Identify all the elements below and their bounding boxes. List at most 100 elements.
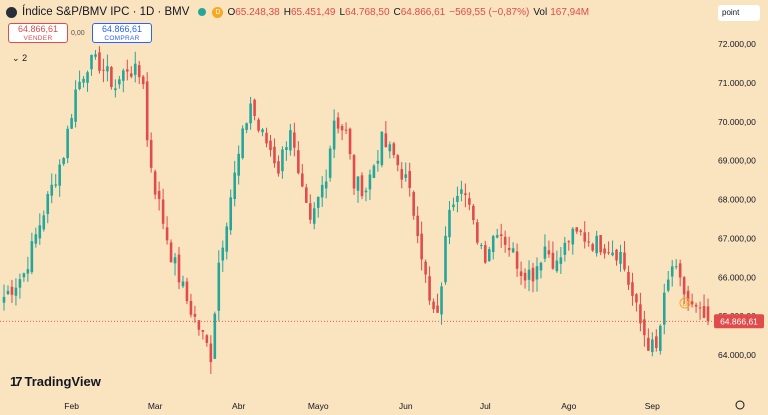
candle-body — [368, 174, 372, 190]
y-tick-label: 70.000,00 — [718, 117, 756, 127]
point-input[interactable]: point — [718, 5, 760, 21]
candle-body — [205, 335, 209, 343]
candle-body — [340, 126, 344, 131]
candle-body — [34, 234, 38, 244]
candle-body — [6, 290, 10, 295]
candle-body — [472, 205, 475, 221]
candle-body — [241, 128, 244, 159]
candle-body — [376, 160, 380, 164]
y-tick-label: 68.000,00 — [718, 195, 756, 205]
sell-button[interactable]: 64.866,61 VENDER — [8, 23, 68, 43]
candle-body — [352, 155, 356, 189]
candle-body — [420, 233, 423, 260]
candle-body — [66, 128, 69, 159]
low-label: L — [339, 6, 346, 18]
candle-body — [137, 65, 141, 78]
dividend-marker-label: D — [682, 301, 687, 308]
candle-body — [428, 276, 431, 301]
candle-body — [213, 313, 217, 359]
candle-body — [261, 129, 264, 133]
candle-body — [126, 69, 129, 72]
candle-body — [348, 128, 352, 155]
x-tick-label: Sep — [645, 401, 660, 411]
open-value: 65.248,38 — [235, 6, 280, 18]
candle-body — [694, 304, 698, 307]
candle-body — [169, 242, 173, 263]
candle-body — [14, 287, 18, 296]
candle-body — [464, 193, 467, 195]
candle-body — [523, 272, 527, 281]
candle-body — [209, 343, 213, 363]
candle-body — [110, 66, 113, 87]
candle-body — [587, 241, 590, 243]
candle-body — [90, 54, 93, 70]
candle-body — [599, 235, 602, 253]
market-status-dot-icon — [198, 8, 207, 16]
candle-body — [674, 266, 678, 268]
candle-body — [436, 305, 439, 313]
candle-body — [273, 146, 276, 164]
candle-body — [615, 249, 618, 261]
candle-body — [18, 279, 22, 288]
indicators-toggle[interactable]: ⌄ 2 — [12, 53, 27, 64]
candle-body — [74, 89, 77, 122]
candle-body — [289, 130, 292, 151]
candle-body — [106, 66, 109, 72]
candle-body — [627, 272, 630, 285]
candle-body — [78, 81, 81, 90]
candle-body — [448, 209, 451, 238]
symbol-title[interactable]: Índice S&P/BMV IPC · 1D · BMV — [22, 6, 190, 18]
candle-body — [651, 339, 654, 353]
candle-body — [94, 54, 97, 57]
candle-body — [285, 147, 288, 151]
x-tick-label: Ago — [561, 401, 576, 411]
x-tick-label: Feb — [64, 401, 79, 411]
candle-body — [631, 282, 634, 296]
x-tick-label: Mayo — [308, 401, 329, 411]
last-price-label: 64.866,61 — [720, 316, 758, 326]
candle-body — [277, 161, 280, 174]
buy-price: 64.866,61 — [101, 24, 143, 34]
candle-body — [149, 140, 153, 168]
x-tick-label: Abr — [232, 401, 245, 411]
candle-body — [647, 337, 650, 351]
candle-body — [706, 306, 710, 322]
candle-body — [563, 242, 567, 255]
candle-body — [551, 252, 555, 269]
candle-body — [122, 70, 125, 81]
candle-body — [396, 155, 400, 166]
candle-body — [114, 88, 117, 91]
sell-label: VENDER — [23, 35, 53, 42]
candle-body — [141, 76, 145, 85]
x-tick-label: Mar — [148, 401, 163, 411]
candle-body — [635, 294, 638, 303]
tradingview-logo[interactable]: 17 TradingView — [10, 374, 101, 389]
candle-body — [360, 175, 364, 197]
y-tick-label: 71.000,00 — [718, 78, 756, 88]
candle-body — [670, 266, 674, 277]
candle-body — [380, 131, 384, 166]
candle-body — [237, 153, 240, 176]
last-price-tag — [714, 314, 764, 329]
candle-body — [483, 245, 487, 263]
candle-body — [181, 281, 185, 287]
candle-body — [229, 197, 233, 231]
candle-body — [666, 279, 670, 291]
candle-body — [145, 81, 149, 141]
candle-body — [623, 252, 626, 270]
candle-body — [249, 103, 252, 124]
volume-value: 167,94M — [550, 6, 590, 18]
change-value: −569,55 (−0,87%) — [449, 6, 530, 18]
candle-body — [460, 189, 463, 194]
candle-body — [468, 198, 471, 205]
candle-body — [480, 244, 483, 246]
candle-body — [304, 187, 308, 203]
candle-body — [559, 257, 563, 264]
indicators-count: 2 — [22, 53, 28, 63]
buy-button[interactable]: 64.866,61 COMPRAR — [92, 23, 152, 43]
candle-body — [22, 273, 26, 278]
candle-body — [98, 52, 101, 71]
candle-body — [153, 171, 157, 195]
candle-body — [50, 184, 54, 196]
